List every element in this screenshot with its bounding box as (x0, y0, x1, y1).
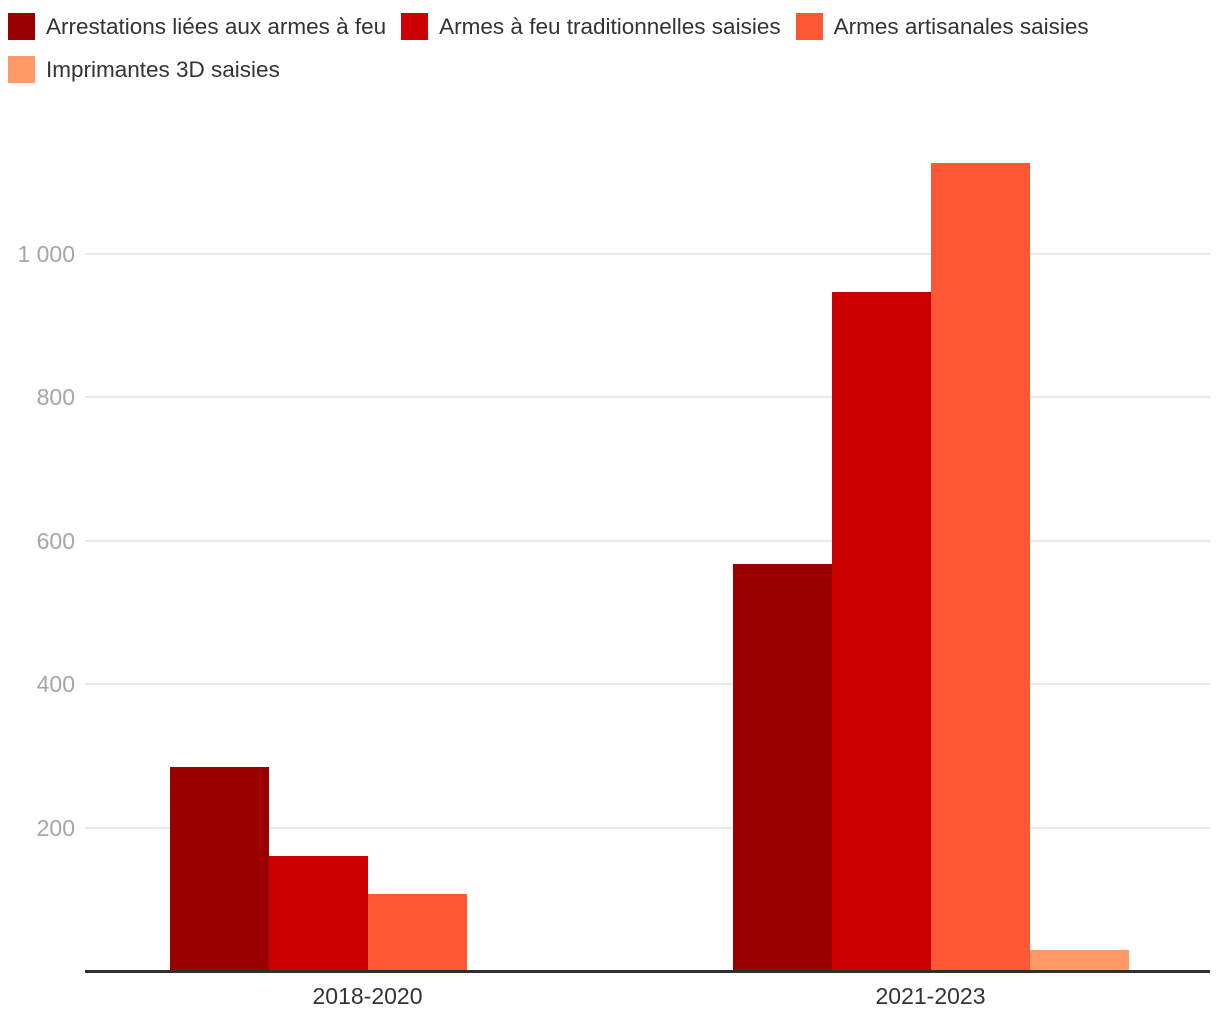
legend-label: Imprimantes 3D saisies (46, 57, 280, 82)
gridline (85, 396, 1210, 398)
y-tick-label: 200 (36, 814, 75, 841)
legend-label: Arrestations liées aux armes à feu (46, 14, 387, 39)
bar (269, 856, 368, 971)
y-tick-label: 800 (36, 384, 75, 410)
x-category-label: 2021-2023 (875, 983, 986, 1009)
bar (931, 163, 1030, 971)
y-tick-label: 600 (36, 527, 75, 554)
legend: Arrestations liées aux armes à feu Armes … (8, 13, 1212, 83)
y-tick-label: 400 (36, 671, 75, 697)
gridline (85, 683, 1210, 685)
gridline (85, 252, 1210, 255)
legend-item: Arrestations liées aux armes à feu (8, 13, 386, 40)
gridline (85, 826, 1210, 829)
bar (170, 767, 269, 971)
legend-item: Armes artisanales saisies (795, 13, 1089, 40)
legend-swatch-icon (8, 56, 35, 83)
legend-swatch-icon (401, 13, 429, 40)
bar (832, 292, 931, 971)
gridline (85, 539, 1210, 542)
legend-label: Armes à feu traditionnelles saisies (439, 14, 781, 39)
x-category-label: 2018-2020 (312, 983, 423, 1009)
legend-label: Armes artisanales saisies (833, 14, 1089, 39)
bar (1030, 950, 1129, 971)
legend-swatch-icon (8, 13, 35, 40)
bar (368, 894, 467, 971)
bar (733, 564, 832, 971)
legend-swatch-icon (795, 13, 823, 40)
legend-item: Armes à feu traditionnelles saisies (401, 13, 781, 40)
legend-item: Imprimantes 3D saisies (8, 56, 280, 83)
x-axis-line (85, 970, 1210, 973)
y-tick-label: 1 000 (17, 240, 75, 267)
